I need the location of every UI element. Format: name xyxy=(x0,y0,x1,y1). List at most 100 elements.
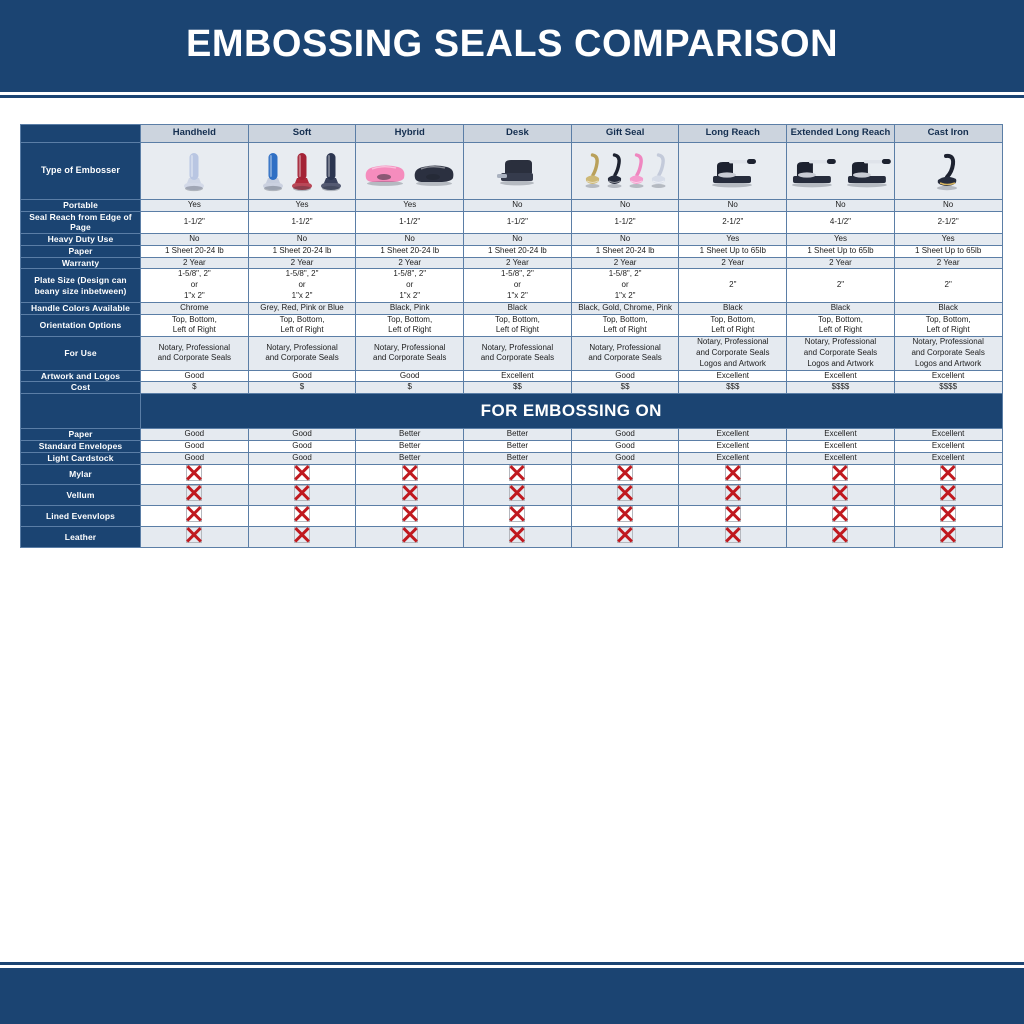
cell-cast_iron: 2 Year xyxy=(893,256,1003,270)
table-row: Mylar xyxy=(20,463,1003,486)
cell-gift_seal: Good xyxy=(570,451,680,465)
section-banner-for-embossing-on: FOR EMBOSSING ON xyxy=(140,393,1003,430)
cell-hybrid: No xyxy=(355,233,465,246)
cell-desk: 1-1/2" xyxy=(463,210,572,235)
cell-soft xyxy=(247,525,357,548)
column-header-soft[interactable]: Soft xyxy=(247,124,357,143)
x-mark-icon xyxy=(401,526,418,543)
cell-soft xyxy=(247,484,357,507)
cell-cast_iron xyxy=(893,463,1003,486)
column-header-handheld[interactable]: Handheld xyxy=(140,124,249,143)
table-row: Heavy Duty Use No No No No No Yes Yes Yes xyxy=(20,233,1003,246)
x-mark-icon xyxy=(509,506,526,523)
long-reach-embosser-image xyxy=(678,142,788,200)
cell-long_reach: 2 Year xyxy=(678,256,788,270)
cell-soft: Good xyxy=(247,428,357,441)
x-mark-icon xyxy=(294,485,311,502)
cell-handheld: Notary, Professional and Corporate Seals xyxy=(140,336,249,371)
divider-thin-top xyxy=(0,95,1024,98)
row-label-vellum: Vellum xyxy=(20,484,141,507)
cell-hybrid: $ xyxy=(355,381,465,395)
column-header-gift_seal[interactable]: Gift Seal xyxy=(570,124,680,143)
cell-desk xyxy=(463,505,572,527)
cell-long_reach: Black xyxy=(678,301,788,315)
cell-long_reach: Excellent xyxy=(678,440,788,453)
cell-hybrid: 2 Year xyxy=(355,256,465,270)
x-mark-icon xyxy=(617,485,634,502)
row-label-warranty: Warranty xyxy=(20,256,141,270)
cell-soft: 2 Year xyxy=(247,256,357,270)
table-row: Paper Good Good Better Better Good Excellent Ex… xyxy=(20,428,1003,441)
cell-handheld xyxy=(140,505,249,527)
x-mark-icon xyxy=(832,526,849,543)
x-mark-icon xyxy=(401,506,418,523)
x-mark-icon xyxy=(294,464,311,481)
table-row: Lined Evenvlops xyxy=(20,505,1003,527)
cell-desk xyxy=(463,484,572,507)
column-header-desk[interactable]: Desk xyxy=(463,124,572,143)
embossing-seals-comparison-table: Handheld Soft Hybrid Desk Gift Seal Long Reac… xyxy=(20,124,1003,548)
cell-extended_long_reach xyxy=(786,525,895,548)
column-header-hybrid[interactable]: Hybrid xyxy=(355,124,465,143)
cell-gift_seal xyxy=(570,525,680,548)
column-header-cast_iron[interactable]: Cast Iron xyxy=(893,124,1003,143)
cell-long_reach: Notary, Professional and Corporate Seals… xyxy=(678,336,788,371)
cell-extended_long_reach xyxy=(786,484,895,507)
cell-desk xyxy=(463,463,572,486)
cell-gift_seal: 1-5/8", 2" or 1"x 2" xyxy=(570,268,680,303)
x-mark-icon xyxy=(724,506,741,523)
cell-desk: Better xyxy=(463,440,572,453)
x-mark-icon xyxy=(617,464,634,481)
cell-cast_iron: 2-1/2" xyxy=(893,210,1003,235)
column-header-extended_long_reach[interactable]: Extended Long Reach xyxy=(786,124,895,143)
cell-handheld: Good xyxy=(140,440,249,453)
cell-cast_iron xyxy=(893,484,1003,507)
row-label-lined-evenvlops: Lined Evenvlops xyxy=(20,505,141,527)
row-label-seal-reach-from-edge-of-page: Seal Reach from Edge of Page xyxy=(20,210,141,235)
cell-handheld xyxy=(140,484,249,507)
product-illustration-group xyxy=(356,143,463,199)
cell-cast_iron: Notary, Professional and Corporate Seals… xyxy=(893,336,1003,371)
x-mark-icon xyxy=(724,526,741,543)
row-label-mylar: Mylar xyxy=(20,463,141,486)
cell-extended_long_reach: Excellent xyxy=(786,440,895,453)
cell-long_reach: $$$ xyxy=(678,381,788,395)
product-illustration-group xyxy=(249,143,356,199)
x-mark-icon xyxy=(186,485,203,502)
cell-extended_long_reach: $$$$ xyxy=(786,381,895,395)
cell-long_reach: Excellent xyxy=(678,428,788,441)
cell-hybrid: 1-1/2" xyxy=(355,210,465,235)
column-header-long_reach[interactable]: Long Reach xyxy=(678,124,788,143)
cell-cast_iron: $$$$ xyxy=(893,381,1003,395)
section-banner-row: FOR EMBOSSING ON xyxy=(20,393,1003,430)
cell-cast_iron: Excellent xyxy=(893,369,1003,383)
cell-long_reach xyxy=(678,505,788,527)
table-row: Seal Reach from Edge of Page 1-1/2" 1-1/2"… xyxy=(20,210,1003,235)
cell-soft: Grey, Red, Pink or Blue xyxy=(247,301,357,315)
gift-seal-embosser-image xyxy=(570,142,680,200)
cell-desk: Better xyxy=(463,428,572,441)
table-row: Vellum xyxy=(20,484,1003,507)
cell-extended_long_reach: Excellent xyxy=(786,451,895,465)
x-mark-icon xyxy=(186,506,203,523)
cell-desk: 1-5/8", 2" or 1"x 2" xyxy=(463,268,572,303)
cell-long_reach: Yes xyxy=(678,233,788,246)
cell-extended_long_reach: Notary, Professional and Corporate Seals… xyxy=(786,336,895,371)
soft-embosser-image xyxy=(247,142,357,200)
cell-gift_seal: Black, Gold, Chrome, Pink xyxy=(570,301,680,315)
cell-cast_iron: 2" xyxy=(893,268,1003,303)
cell-gift_seal: Top, Bottom, Left of Right xyxy=(570,313,680,338)
table-row: Standard Envelopes Good Good Better Better Go… xyxy=(20,440,1003,453)
cell-gift_seal xyxy=(570,505,680,527)
row-label-for-use: For Use xyxy=(20,336,141,371)
cell-gift_seal: Notary, Professional and Corporate Seals xyxy=(570,336,680,371)
cell-hybrid xyxy=(355,484,465,507)
cell-handheld: Chrome xyxy=(140,301,249,315)
hybrid-embosser-image xyxy=(355,142,465,200)
divider-gap-bottom xyxy=(0,965,1024,968)
cell-long_reach: No xyxy=(678,199,788,212)
table-row: Orientation Options Top, Bottom, Left of … xyxy=(20,313,1003,338)
cell-desk xyxy=(463,525,572,548)
cell-soft: Good xyxy=(247,369,357,383)
cell-handheld xyxy=(140,525,249,548)
